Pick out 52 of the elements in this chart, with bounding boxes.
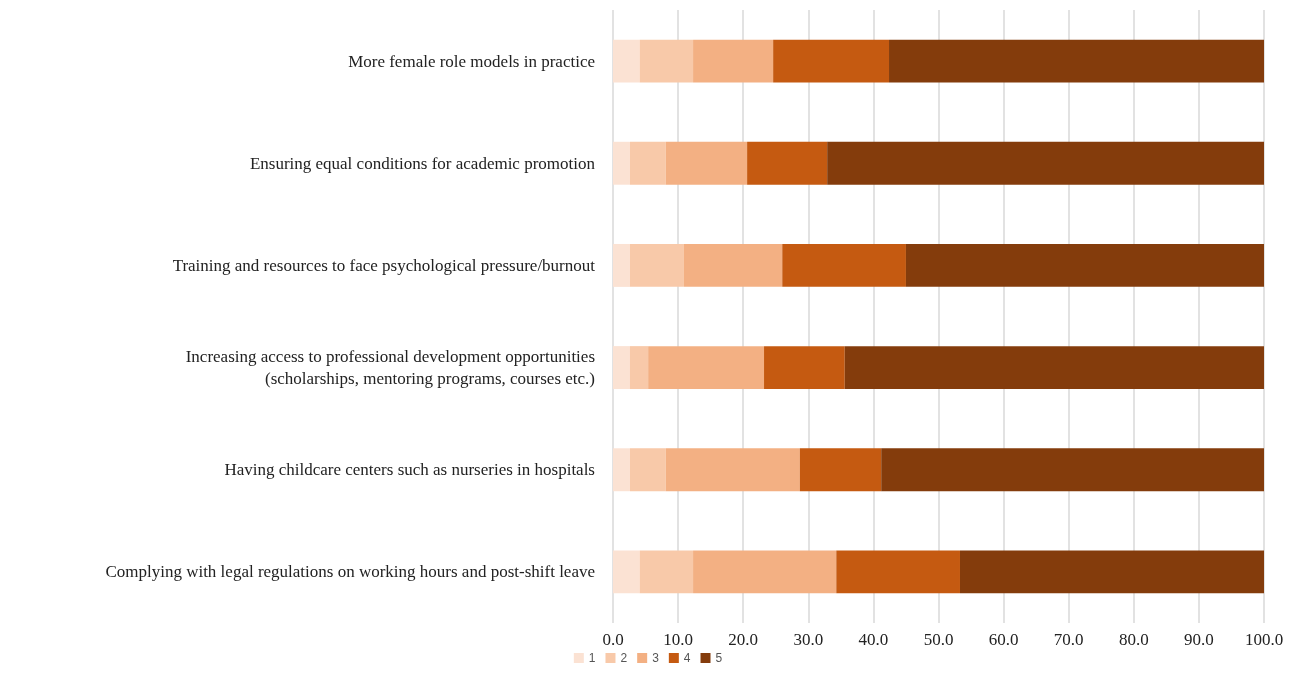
bar [665,448,800,492]
y-tick-label: Increasing access to professional development opportunities (scholarships, mentoring programs, courses etc.) [185,347,595,389]
bar [693,550,837,594]
bar [629,141,666,185]
bar [613,243,630,287]
x-tick-label: 100.0 [1244,630,1284,649]
y-tick-label: Training and resources to face psychological pressure/burnout [172,255,596,275]
bar [613,550,640,594]
x-tick-label: 10.0 [663,630,693,649]
y-tick-label: Ensuring equal conditions for academic promotion [249,153,596,173]
x-tick-label: 70.0 [1053,630,1084,649]
legend-label: 3 [652,651,660,665]
bar [629,243,684,287]
bar [613,141,630,185]
bar [629,346,649,390]
bar [844,346,1264,390]
y-tick-label: Having childcare centers such as nurseries in hospitals [224,460,595,480]
y-tick-label: Complying with legal regulations on working hours and post-shift leave [105,562,595,582]
legend-label: 2 [620,651,628,665]
bar [881,448,1264,492]
x-tick-label: 50.0 [923,630,954,649]
bar [799,448,882,492]
bar [613,346,630,390]
legend-label: 1 [588,651,596,665]
bar [747,141,828,185]
bar [959,550,1264,594]
x-tick-label: 0.0 [602,630,624,649]
legend-label: 5 [715,651,723,665]
bar [639,39,694,83]
bar [889,39,1264,83]
bar [905,243,1264,287]
bar [693,39,774,83]
bar [782,243,906,287]
legend-label: 4 [683,651,691,665]
x-tick-label: 90.0 [1184,630,1214,649]
bar [613,39,640,83]
x-tick-label: 60.0 [988,630,1019,649]
x-tick-label: 30.0 [793,630,824,649]
bar [639,550,694,594]
bar [665,141,748,185]
x-tick-label: 40.0 [858,630,889,649]
bar [613,448,630,492]
bar [683,243,783,287]
bar [764,346,845,390]
bar [773,39,890,83]
x-tick-label: 80.0 [1118,630,1149,649]
y-tick-label: More female role models in practice [348,51,595,71]
bar [827,141,1264,185]
bar [836,550,960,594]
bar [629,448,666,492]
x-tick-label: 20.0 [728,630,759,649]
bar [648,346,765,390]
